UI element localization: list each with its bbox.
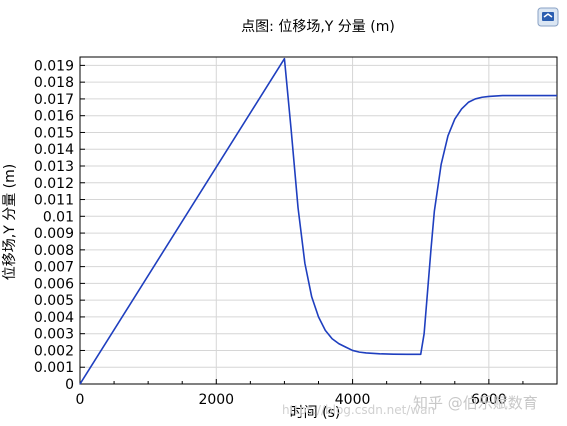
x-tick-label: 0: [76, 392, 85, 408]
y-tick-label: 0.017: [34, 92, 74, 108]
app-logo-icon: [537, 7, 559, 27]
y-tick-label: 0.004: [34, 310, 74, 326]
y-tick-label: 0.01: [43, 209, 74, 225]
y-tick-label: 0.009: [34, 226, 74, 242]
y-tick-label: 0.011: [34, 193, 74, 209]
y-tick-label: 0.002: [34, 343, 74, 359]
y-tick-label: 0.014: [34, 142, 74, 158]
axes: [79, 56, 558, 385]
plot-frame: [79, 56, 558, 385]
watermark-brand: 知乎 @伯乐赋数育: [413, 394, 538, 412]
y-tick-label: 0.015: [34, 125, 74, 141]
chart-title: 点图: 位移场,Y 分量 (m): [241, 19, 395, 35]
x-axis-label: 时间 (s): [290, 405, 341, 421]
series-layer: [79, 57, 557, 385]
y-tick-label: 0.013: [34, 159, 74, 175]
tick-labels: 0 2000 4000 600000.0010.0020.0030.0040.0050…: [34, 58, 507, 408]
x-tick-label: 6000: [471, 392, 507, 408]
y-tick-label: 0.012: [34, 176, 74, 192]
y-tick-label: 0.006: [34, 276, 74, 292]
y-tick-label: 0.008: [34, 243, 74, 259]
watermark-url: https://blog.csdn.net/wan: [282, 403, 435, 417]
y-tick-label: 0: [65, 377, 74, 393]
x-tick-label: 4000: [335, 392, 371, 408]
y-tick-label: 0.019: [34, 58, 74, 74]
y-tick-label: 0.018: [34, 75, 74, 91]
y-tick-label: 0.003: [34, 327, 74, 343]
y-tick-label: 0.005: [34, 293, 74, 309]
grid: [80, 57, 557, 384]
y-tick-label: 0.007: [34, 260, 74, 276]
y-tick-label: 0.001: [34, 360, 74, 376]
x-tick-label: 2000: [198, 392, 234, 408]
y-axis-label: 位移场,Y 分量 (m): [2, 164, 18, 280]
series-line-1: [79, 57, 557, 385]
y-tick-label: 0.016: [34, 109, 74, 125]
